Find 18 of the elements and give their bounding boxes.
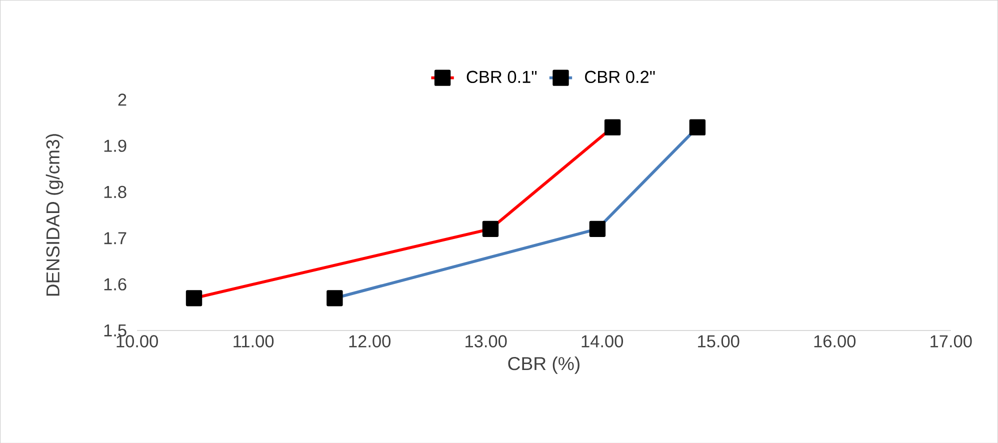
x-tick-label: 17.00 bbox=[930, 335, 972, 348]
y-tick-label: 1.5 bbox=[104, 324, 126, 336]
y-axis-title: DENSIDAD (g/cm3) bbox=[46, 134, 64, 296]
x-tick-label: 13.00 bbox=[466, 335, 507, 348]
x-tick-label: 16.00 bbox=[814, 335, 856, 348]
x-tick-label: 10.00 bbox=[116, 335, 158, 348]
x-tick-label: 15.00 bbox=[698, 335, 740, 348]
y-tick-label: 1.8 bbox=[104, 186, 126, 198]
legend-label: CBR 0.2" bbox=[585, 70, 655, 83]
x-tick-label: 12.00 bbox=[349, 335, 390, 348]
x-axis-title: CBR (%) bbox=[508, 356, 580, 374]
legend-label: CBR 0.1" bbox=[466, 70, 537, 83]
y-tick-label: 1.9 bbox=[104, 140, 126, 152]
x-tick-label: 14.00 bbox=[582, 335, 624, 348]
x-tick-label: 11.00 bbox=[234, 335, 274, 348]
y-tick-label: 1.6 bbox=[104, 278, 126, 290]
y-tick-label: 1.7 bbox=[104, 232, 126, 244]
y-tick-label: 2 bbox=[118, 93, 126, 106]
